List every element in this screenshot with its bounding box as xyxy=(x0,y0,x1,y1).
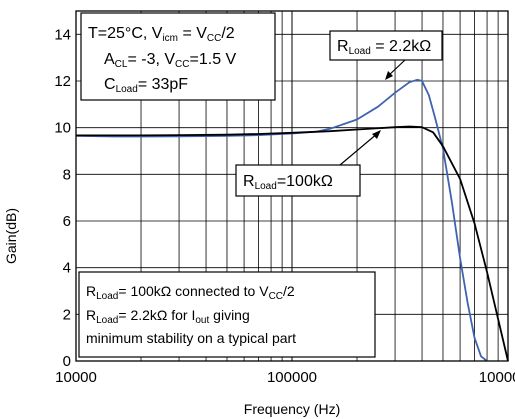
series-label-2k2: RLoad = 2.2kΩ xyxy=(329,30,443,80)
note-line-2: RLoad= 2.2kΩ for Iout giving xyxy=(86,307,250,326)
y-tick-label: 14 xyxy=(54,26,71,43)
series-label-100k: RLoad=100kΩ xyxy=(235,130,381,197)
arrow-head-100k xyxy=(372,130,381,139)
plot-frame xyxy=(75,10,509,362)
conditions-line-2: ACL= -3, VCC=1.5 V xyxy=(104,51,237,70)
x-axis-label: Frequency (Hz) xyxy=(244,401,340,417)
series-line-100k xyxy=(76,125,509,362)
series-line-2k2 xyxy=(75,78,488,362)
note-line-1: RLoad= 100kΩ connected to VCC/2 xyxy=(86,283,295,302)
tick-labels: 0 2 4 6 8 10 12 14 10000 100000 1000000 xyxy=(54,26,515,386)
y-tick-label: 4 xyxy=(63,260,71,277)
y-tick-label: 0 xyxy=(63,353,71,370)
series-curves xyxy=(75,78,509,362)
y-tick-label: 2 xyxy=(63,306,71,323)
svg-text:RLoad = 2.2kΩ: RLoad = 2.2kΩ xyxy=(337,38,431,57)
conditions-line-1: T=25°C, Vicm = VCC/2 xyxy=(88,25,235,44)
note-line-3: minimum stability on a typical part xyxy=(86,330,296,346)
svg-text:RLoad=100kΩ: RLoad=100kΩ xyxy=(243,173,333,192)
arrow-head-2k2 xyxy=(385,71,393,80)
y-axis-label: Gain(dB) xyxy=(3,208,19,264)
conditions-line-3: CLoad= 33pF xyxy=(104,76,188,95)
note-box: RLoad= 100kΩ connected to VCC/2 RLoad= 2… xyxy=(78,271,376,358)
y-tick-label: 10 xyxy=(54,120,71,137)
y-tick-label: 8 xyxy=(63,166,71,183)
conditions-box: T=25°C, Vicm = VCC/2 ACL= -3, VCC=1.5 V … xyxy=(80,12,276,101)
x-tick-label: 10000 xyxy=(55,369,97,386)
x-tick-label: 1000000 xyxy=(479,369,515,386)
x-tick-label: 100000 xyxy=(267,369,317,386)
y-tick-label: 12 xyxy=(54,73,71,90)
y-tick-label: 6 xyxy=(63,213,71,230)
